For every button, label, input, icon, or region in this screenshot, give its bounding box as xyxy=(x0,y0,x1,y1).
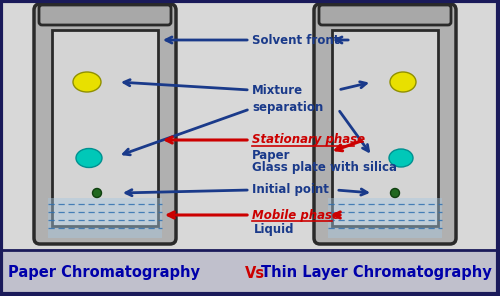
FancyBboxPatch shape xyxy=(39,5,171,25)
FancyBboxPatch shape xyxy=(34,4,176,244)
Text: Thin Layer Chromatography: Thin Layer Chromatography xyxy=(261,266,492,281)
FancyBboxPatch shape xyxy=(52,30,158,226)
Text: Vs: Vs xyxy=(245,266,265,281)
Circle shape xyxy=(92,189,102,197)
Text: Solvent front: Solvent front xyxy=(252,33,340,46)
Bar xyxy=(1,250,499,296)
Bar xyxy=(48,198,162,238)
Ellipse shape xyxy=(389,149,413,167)
Text: Paper Chromatography: Paper Chromatography xyxy=(8,266,200,281)
Text: Glass plate with silica: Glass plate with silica xyxy=(252,162,397,175)
Ellipse shape xyxy=(76,149,102,168)
Ellipse shape xyxy=(73,72,101,92)
Text: Paper: Paper xyxy=(252,149,290,162)
Text: Initial point: Initial point xyxy=(252,184,329,197)
Text: Stationary phase: Stationary phase xyxy=(252,133,365,147)
Circle shape xyxy=(390,189,400,197)
FancyBboxPatch shape xyxy=(332,30,438,226)
Text: Mixture: Mixture xyxy=(252,83,303,96)
FancyBboxPatch shape xyxy=(319,5,451,25)
Text: Mobile phase: Mobile phase xyxy=(252,208,340,221)
Ellipse shape xyxy=(390,72,416,92)
Bar xyxy=(328,198,442,238)
Text: separation: separation xyxy=(252,101,323,113)
FancyBboxPatch shape xyxy=(314,4,456,244)
Text: Liquid: Liquid xyxy=(254,223,294,237)
